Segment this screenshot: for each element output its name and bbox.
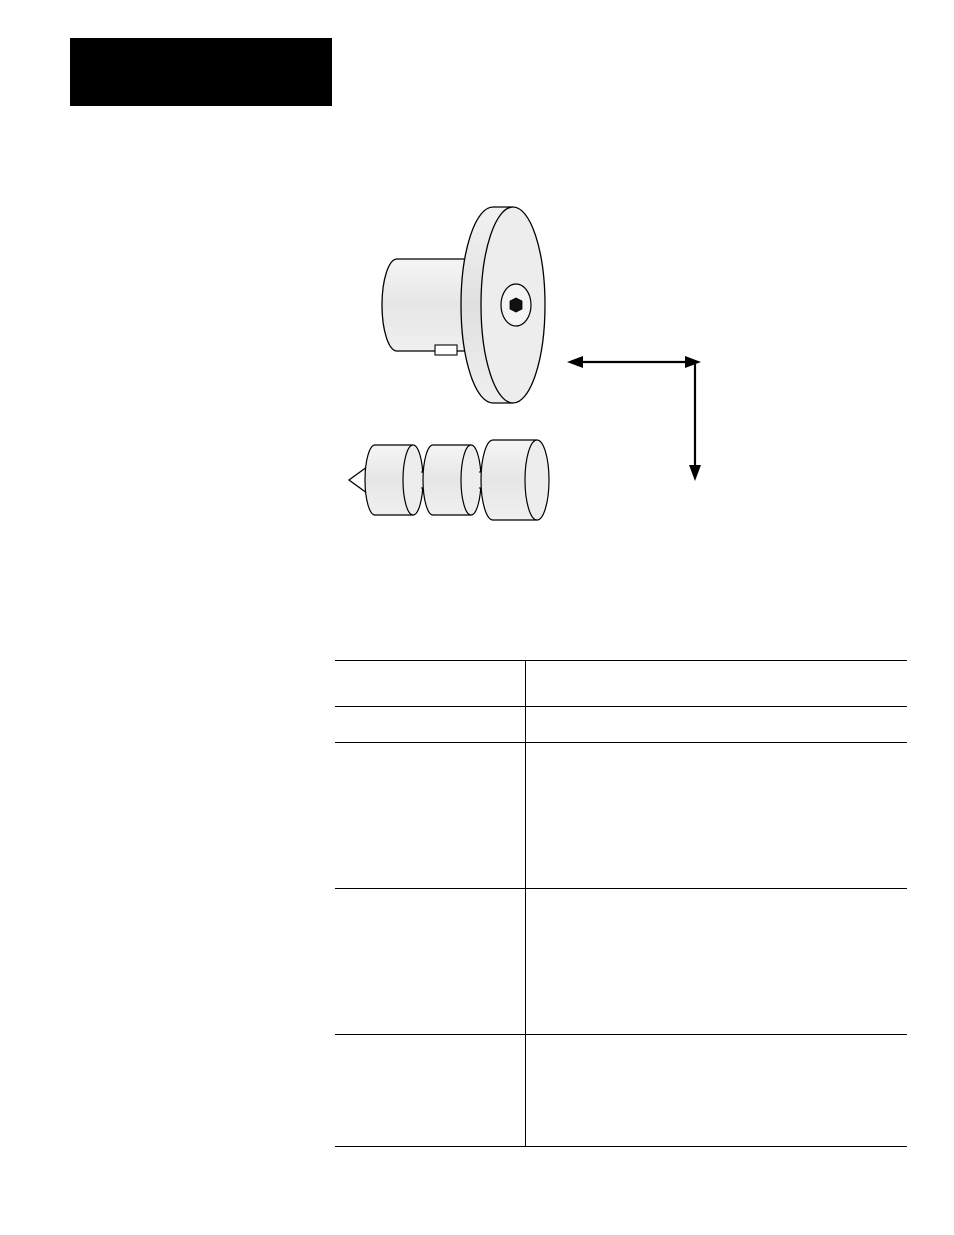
spec-table [335,660,907,1147]
table-cell [525,661,907,707]
table-cell [335,661,525,707]
table-row [335,889,907,1035]
hex-socket-icon [510,298,522,312]
page [0,0,954,1235]
table-row [335,743,907,889]
lower-assembly [349,440,549,520]
upper-assembly [382,207,545,403]
table-row [335,661,907,707]
arrow-down-icon [689,465,701,481]
table-cell [525,1035,907,1147]
assembly-svg [335,190,715,560]
table-cell [335,1035,525,1147]
table-cell [335,707,525,743]
arrow-left-icon [567,356,583,368]
arrow-right-icon [685,356,701,368]
axis-arrows [567,356,701,481]
spec-table-element [335,660,907,1147]
table-cell [525,743,907,889]
table-row [335,707,907,743]
header-black-bar [70,38,332,106]
table-cell [335,889,525,1035]
table-cell [525,889,907,1035]
table-row [335,1035,907,1147]
assembly-figure [335,190,715,560]
table-cell [335,743,525,889]
table-cell [525,707,907,743]
